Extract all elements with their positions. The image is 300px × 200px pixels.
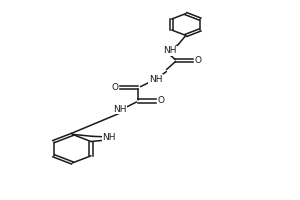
Text: O: O (112, 83, 119, 92)
Text: O: O (195, 56, 202, 65)
Text: O: O (157, 96, 164, 105)
Text: NH: NH (102, 133, 116, 142)
Text: NH: NH (148, 75, 162, 84)
Text: NH: NH (163, 46, 176, 55)
Text: NH: NH (113, 105, 127, 114)
